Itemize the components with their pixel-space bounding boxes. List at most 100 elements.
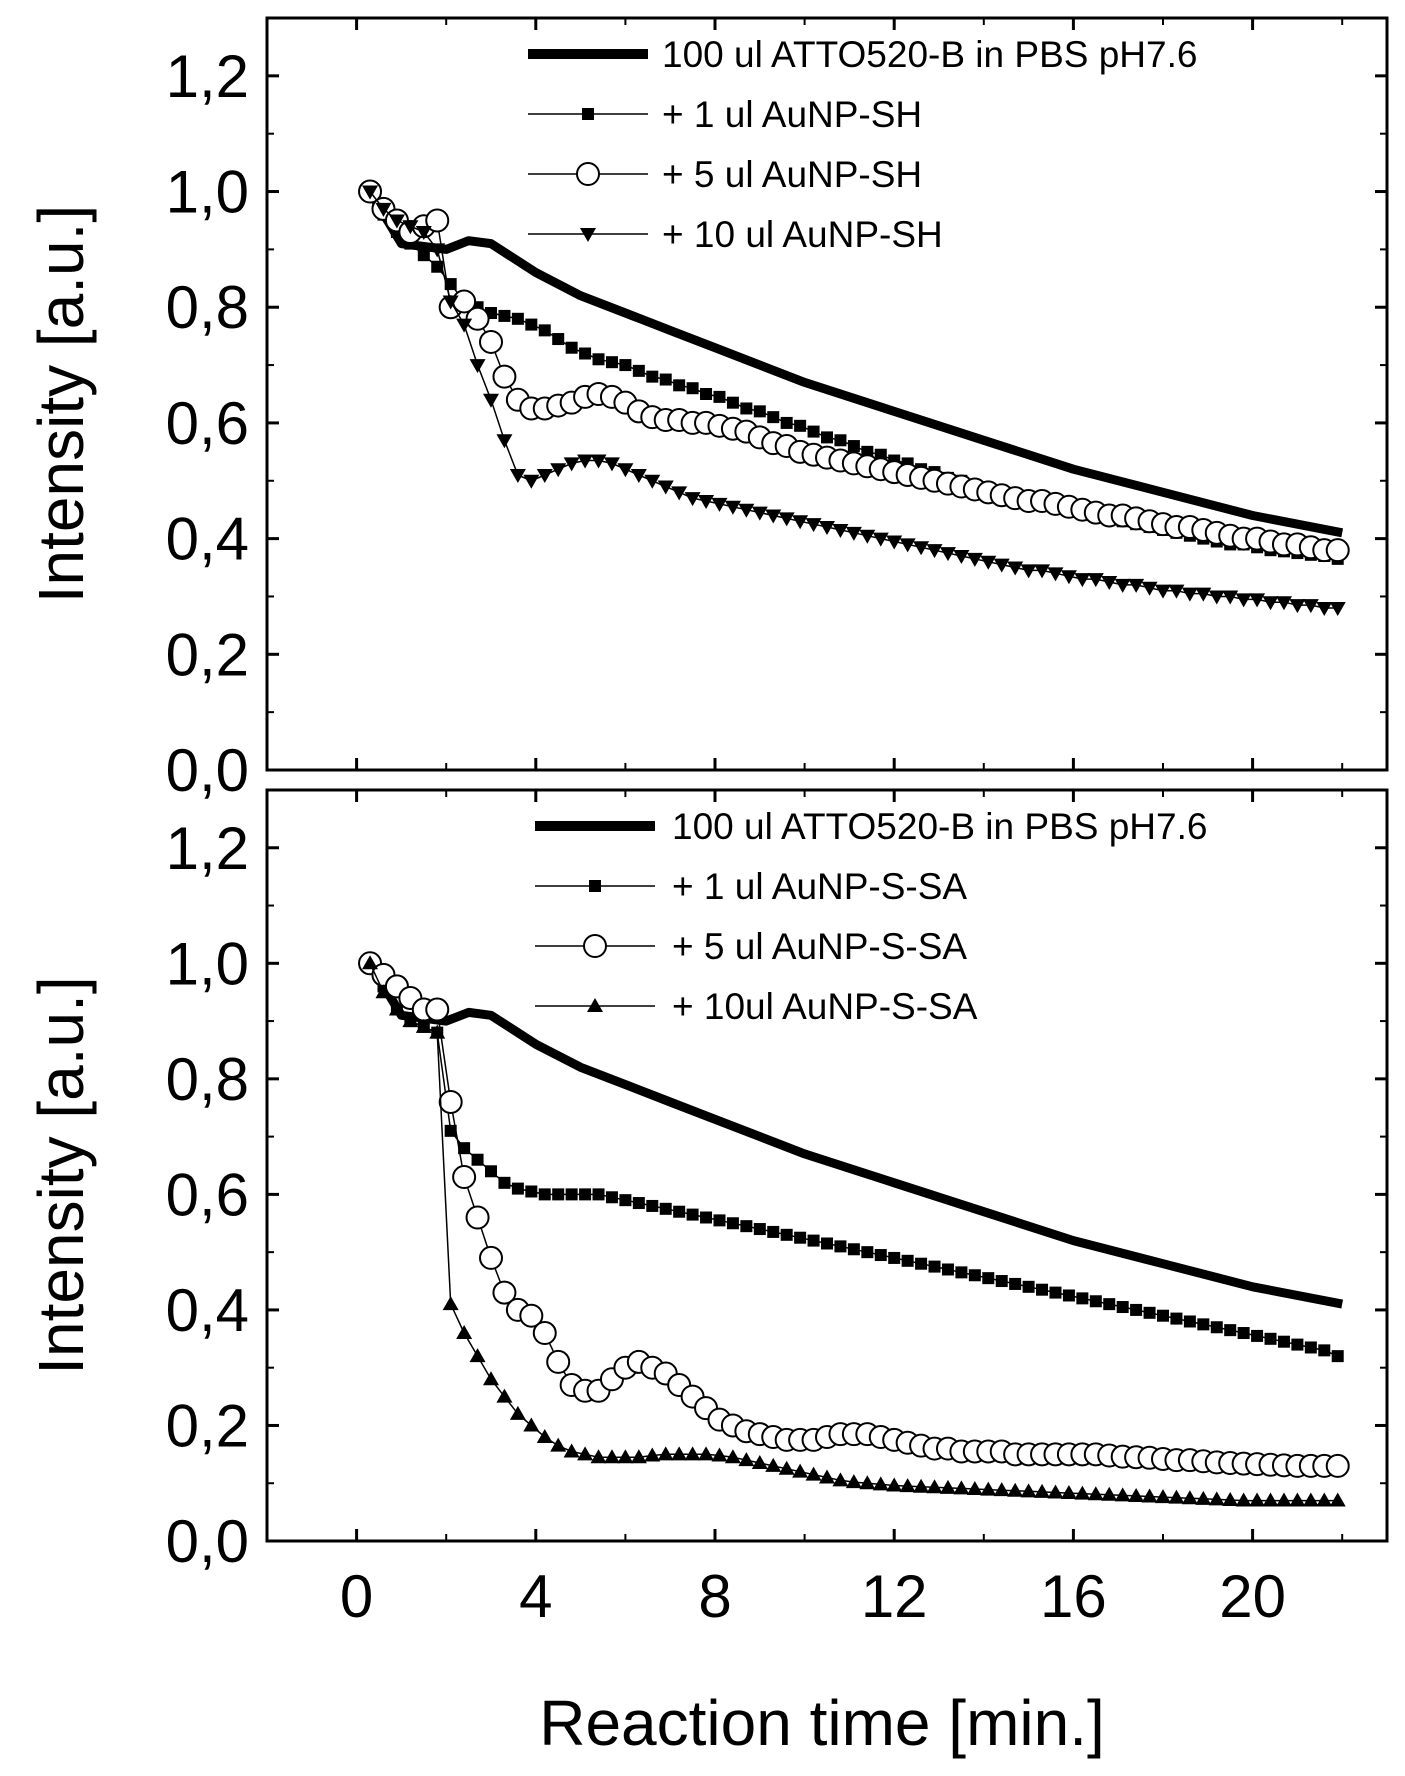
data-point	[711, 1447, 728, 1462]
data-point	[630, 468, 647, 483]
y-tick-label: 0,6	[166, 390, 249, 457]
legend-marker	[576, 162, 600, 186]
data-point	[673, 1205, 686, 1218]
data-point	[980, 555, 997, 570]
data-point	[603, 1449, 620, 1464]
data-point	[536, 1429, 553, 1444]
data-point	[1318, 1344, 1331, 1357]
data-point	[617, 463, 634, 478]
data-point	[563, 1443, 580, 1458]
data-point	[1007, 561, 1024, 576]
data-point	[913, 1478, 930, 1493]
y-tick-label: 1,0	[166, 930, 249, 997]
data-point	[1116, 1301, 1129, 1314]
data-point	[1316, 602, 1333, 617]
data-point	[821, 1237, 833, 1250]
data-point	[402, 1013, 419, 1028]
x-tick-label: 4	[519, 1563, 552, 1630]
data-point	[417, 249, 430, 262]
data-point	[686, 382, 699, 395]
data-point	[767, 1225, 780, 1238]
data-point	[525, 1185, 538, 1198]
plot-frame	[265, 16, 1389, 772]
data-point	[496, 434, 513, 449]
data-point	[1262, 1492, 1279, 1507]
data-point	[402, 220, 419, 235]
data-point	[1181, 1490, 1198, 1505]
data-point	[1007, 1482, 1024, 1497]
data-point	[886, 535, 903, 550]
y-tick-label: 1,2	[166, 43, 249, 110]
data-point	[1060, 1485, 1077, 1500]
data-point	[1262, 596, 1279, 611]
data-point	[375, 202, 392, 217]
bottom-panel: 0,0 0,2 0,4 0,6 0,8 1,0 1,2 0 4 8 12 16 20 Intensity …	[25, 788, 1389, 1630]
data-point	[671, 1446, 688, 1461]
data-point	[700, 388, 713, 400]
data-point	[438, 1089, 463, 1114]
y-tick-label: 0,6	[166, 1161, 249, 1228]
data-point	[603, 457, 620, 472]
data-point	[532, 1321, 557, 1346]
data-point	[523, 1417, 540, 1432]
data-point	[375, 984, 392, 999]
data-point	[1034, 1483, 1051, 1498]
data-point	[738, 503, 755, 518]
data-point	[1181, 587, 1198, 602]
data-point	[792, 515, 809, 530]
data-point	[1049, 1286, 1062, 1299]
x-tick-label: 16	[1040, 1563, 1107, 1630]
data-point	[928, 1260, 941, 1273]
data-point	[1128, 578, 1145, 593]
data-point	[740, 402, 753, 415]
series-line	[366, 189, 1344, 538]
data-point	[698, 495, 715, 510]
data-point	[498, 309, 511, 322]
data-point	[362, 955, 379, 970]
data-point	[1325, 1453, 1350, 1478]
data-point	[1168, 584, 1185, 599]
data-point	[511, 1182, 524, 1195]
data-point	[1076, 1292, 1089, 1305]
data-point	[1062, 1289, 1075, 1302]
y-axis-title: Intensity [a.u.]	[25, 205, 97, 603]
data-point	[1060, 570, 1077, 585]
data-point	[657, 1446, 674, 1461]
data-point	[1155, 1489, 1171, 1504]
data-point	[1251, 1329, 1264, 1342]
data-point	[1183, 1315, 1196, 1328]
data-point	[899, 538, 916, 553]
data-point	[861, 1246, 874, 1259]
data-point	[859, 1475, 876, 1490]
data-point	[659, 373, 672, 386]
data-point	[1170, 1312, 1183, 1325]
data-point	[847, 440, 860, 453]
data-point	[980, 1481, 997, 1496]
data-point	[523, 474, 540, 489]
data-point	[953, 1480, 970, 1495]
data-point	[939, 547, 956, 562]
data-point	[780, 416, 793, 429]
x-tick-label: 0	[340, 1563, 373, 1630]
data-point	[1277, 1335, 1290, 1348]
data-point	[1289, 599, 1306, 614]
x-tick-label: 8	[698, 1563, 731, 1630]
data-point	[845, 1474, 862, 1489]
data-point	[429, 243, 446, 258]
data-point	[483, 393, 499, 408]
x-tick-label: 20	[1219, 1563, 1286, 1630]
legend-marker	[587, 998, 603, 1012]
data-point	[1114, 578, 1131, 593]
y-tick-label: 1,0	[166, 159, 249, 226]
legend-label: 100 ul ATTO520-B in PBS pH7.6	[662, 34, 1197, 75]
legend-label: + 5 ul AuNP-S-SA	[672, 926, 967, 967]
data-point	[1235, 593, 1252, 608]
y-tick-label: 0,2	[166, 621, 249, 688]
data-point	[1275, 596, 1292, 611]
data-point	[698, 1446, 715, 1461]
data-point	[1101, 576, 1118, 590]
series-line	[366, 960, 1344, 1309]
data-point	[1009, 1277, 1022, 1290]
data-point	[452, 1165, 477, 1190]
data-point	[1087, 1486, 1104, 1501]
